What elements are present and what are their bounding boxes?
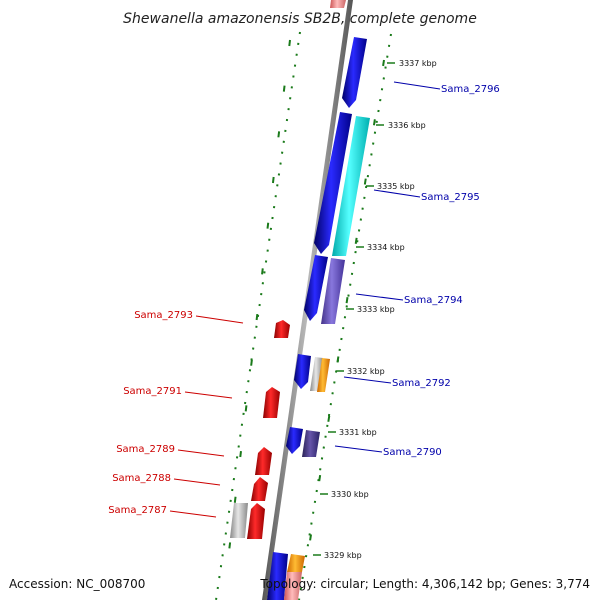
gene-sama-2795-partner (332, 116, 370, 256)
gene-label: Sama_2791 (123, 386, 182, 397)
forward-gene-bottom-blue (267, 552, 288, 600)
tick-label: 3333 kbp (357, 305, 395, 314)
reverse-gene-labels: Sama_2793 Sama_2791 Sama_2789 Sama_2788 … (108, 310, 244, 518)
gene-label: Sama_2796 (441, 84, 500, 95)
gene-sama-2787 (247, 503, 265, 539)
gene-label: Sama_2788 (112, 473, 171, 484)
gene-sama-2792 (294, 354, 311, 389)
gene-sama-2794-partner (321, 258, 345, 324)
tick-label: 3337 kbp (399, 59, 437, 68)
topology-text: Topology: circular; Length: 4,306,142 bp… (260, 577, 590, 591)
gene-sama-2792-gray (310, 357, 323, 391)
forward-gene-bottom-pink (284, 572, 302, 600)
gene-label: Sama_2790 (383, 447, 442, 458)
leader-line (195, 315, 244, 324)
gene-sama-2788 (251, 477, 268, 501)
gene-label: Sama_2789 (116, 444, 175, 455)
gene-sama-2795 (314, 112, 352, 254)
gene-sama-2793 (274, 320, 290, 338)
leader-line (343, 376, 392, 384)
tick-label: 3334 kbp (367, 243, 405, 252)
gene-sama-2790 (286, 427, 303, 454)
gene-sama-2790-partner (302, 430, 320, 457)
tick-label: 3331 kbp (339, 428, 377, 437)
leader-line (393, 81, 441, 90)
forward-gene-bottom-orange (287, 554, 305, 572)
tick-label: 3330 kbp (331, 490, 369, 499)
tick-label: 3329 kbp (324, 551, 362, 560)
kbp-ticks: 3337 kbp 3336 kbp 3335 kbp 3334 kbp 3333… (313, 59, 437, 560)
leader-line (373, 189, 421, 198)
gene-sama-2791 (263, 387, 280, 418)
leader-line (184, 391, 233, 399)
map-title: Shewanella amazonensis SB2B, complete ge… (123, 11, 477, 27)
accession-text: Accession: NC_008700 (9, 577, 146, 591)
gene-sama-2794 (304, 255, 328, 321)
forward-gene-labels: Sama_2796 Sama_2795 Sama_2794 Sama_2792 … (334, 81, 500, 458)
gene-sama-2796 (342, 37, 367, 108)
tick-label: 3335 kbp (377, 182, 415, 191)
leader-line (173, 478, 221, 486)
leader-line (334, 445, 383, 453)
gene-label: Sama_2793 (134, 310, 193, 321)
gene-sama-2792-orange (317, 358, 330, 392)
reverse-gene-top (330, 0, 346, 8)
gene-label: Sama_2792 (392, 378, 451, 389)
tick-label: 3336 kbp (388, 121, 426, 130)
gene-label: Sama_2795 (421, 192, 480, 203)
leader-line (177, 449, 225, 457)
gene-sama-2789 (255, 447, 272, 475)
leader-line (355, 293, 404, 301)
forward-strand-genes (267, 37, 370, 600)
reverse-strand-genes (230, 0, 346, 539)
leader-line (169, 510, 217, 518)
tick-label: 3332 kbp (347, 367, 385, 376)
gene-sama-2787-neighbor (230, 503, 248, 538)
gene-label: Sama_2794 (404, 295, 463, 306)
gene-label: Sama_2787 (108, 505, 167, 516)
